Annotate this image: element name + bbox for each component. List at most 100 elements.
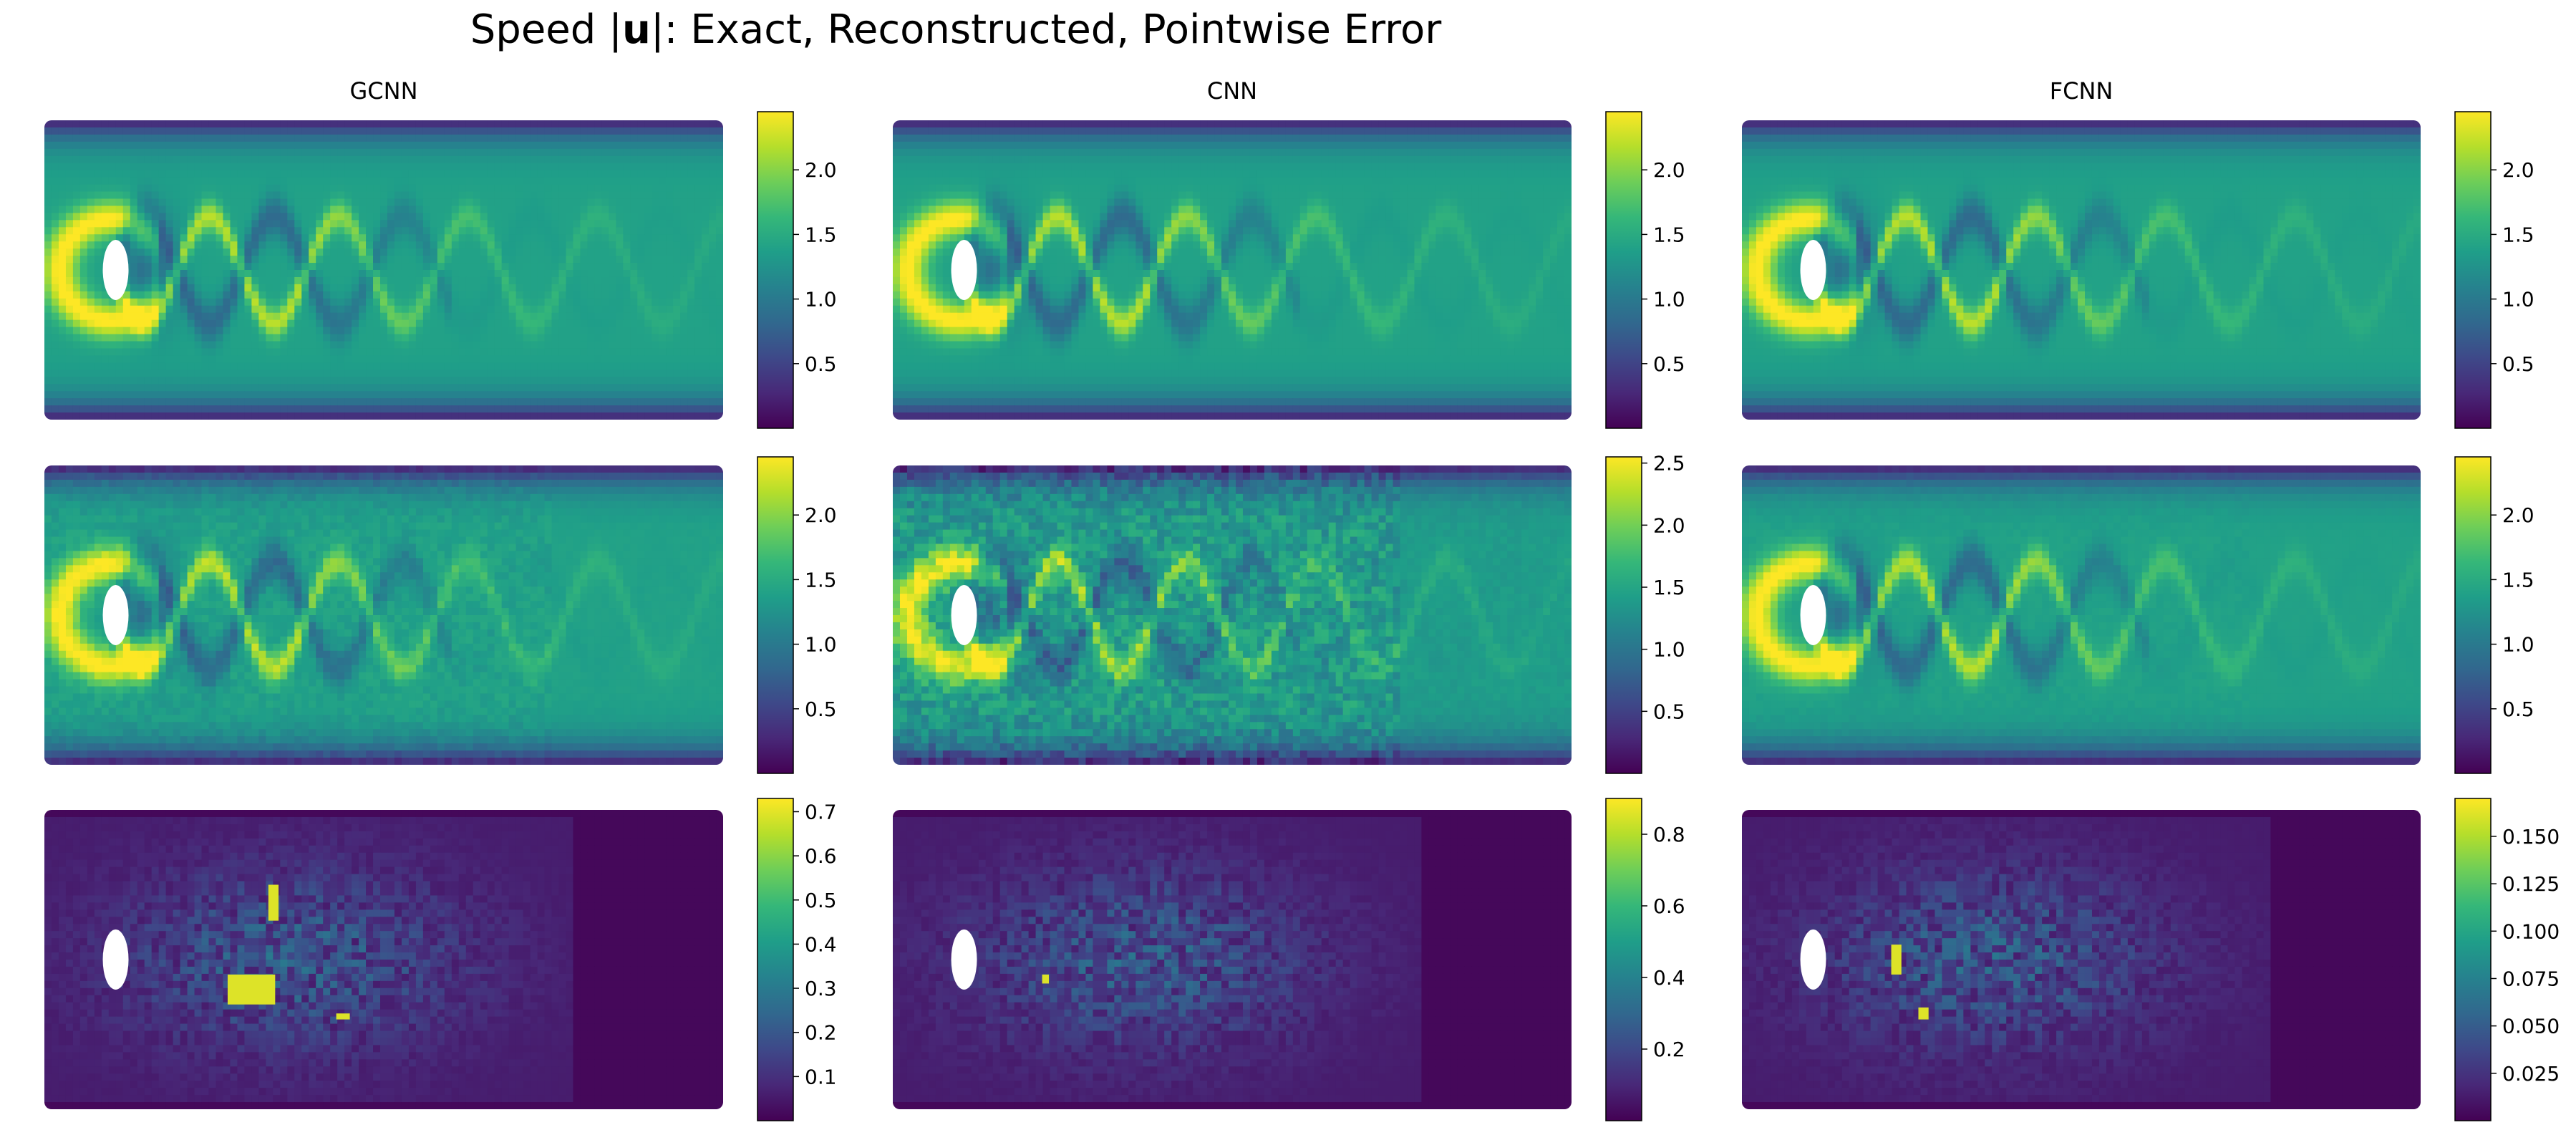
heatmap-cell xyxy=(165,141,174,150)
heatmap-cell xyxy=(702,155,710,164)
heatmap-cell xyxy=(1378,155,1387,164)
heatmap-cell xyxy=(44,220,52,228)
heatmap-cell xyxy=(287,362,295,370)
colorbar-tick-label: 2.0 xyxy=(805,158,837,182)
heatmap-cell xyxy=(194,155,203,164)
heatmap-cell xyxy=(1428,141,1436,150)
heatmap-cell xyxy=(94,298,102,306)
heatmap-cell xyxy=(58,148,67,157)
heatmap-cell xyxy=(587,348,595,357)
heatmap-cell xyxy=(601,362,609,370)
heatmap-cell xyxy=(893,127,901,135)
heatmap-cell xyxy=(666,213,674,221)
heatmap-cell xyxy=(359,398,367,406)
heatmap-cell xyxy=(65,405,74,413)
heatmap-cell xyxy=(309,276,316,285)
heatmap-cell xyxy=(573,234,581,242)
heatmap-cell xyxy=(208,155,217,164)
heatmap-cell xyxy=(1207,127,1215,135)
heatmap-cell xyxy=(508,298,517,306)
heatmap-cell xyxy=(630,120,638,128)
heatmap-cell xyxy=(508,177,517,185)
heatmap-cell xyxy=(558,398,567,406)
heatmap-cell xyxy=(893,141,901,150)
heatmap-cell xyxy=(573,155,581,164)
heatmap-cell xyxy=(558,170,567,178)
heatmap-cell xyxy=(1014,148,1022,157)
heatmap-cell xyxy=(280,405,288,413)
heatmap-cell xyxy=(44,163,52,171)
heatmap-cell xyxy=(280,391,288,399)
heatmap-cell xyxy=(1128,141,1136,150)
heatmap-cell xyxy=(1143,141,1151,150)
heatmap-cell xyxy=(316,148,324,157)
heatmap-cell xyxy=(130,120,138,128)
heatmap-cell xyxy=(366,398,374,406)
heatmap-cell xyxy=(51,141,59,150)
heatmap-cell xyxy=(473,248,481,256)
heatmap-cell xyxy=(301,184,309,193)
heatmap-cell xyxy=(709,241,717,249)
heatmap-cell xyxy=(680,362,688,370)
heatmap-cell xyxy=(108,319,117,328)
heatmap-cell xyxy=(44,341,52,349)
heatmap-cell xyxy=(1200,141,1208,150)
heatmap-cell xyxy=(537,241,546,249)
heatmap-cell xyxy=(1256,163,1265,171)
heatmap-cell xyxy=(430,319,438,328)
heatmap-cell xyxy=(1385,155,1394,164)
heatmap-cell xyxy=(79,220,88,228)
heatmap-cell xyxy=(180,270,188,278)
heatmap-cell xyxy=(1557,148,1565,157)
heatmap-cell xyxy=(373,234,381,242)
heatmap-cell xyxy=(580,213,588,221)
heatmap-cell xyxy=(394,191,402,200)
heatmap-cell xyxy=(316,319,324,328)
heatmap-cell xyxy=(680,248,688,256)
heatmap-cell xyxy=(216,355,224,363)
heatmap-cell xyxy=(1193,184,1201,193)
heatmap-cell xyxy=(1321,141,1330,150)
heatmap-cell xyxy=(680,312,688,321)
heatmap-cell xyxy=(601,312,609,321)
heatmap-cell xyxy=(158,384,167,392)
heatmap-cell xyxy=(480,370,488,377)
heatmap-cell xyxy=(544,141,553,150)
heatmap-cell xyxy=(451,141,460,150)
heatmap-cell xyxy=(1307,148,1315,157)
heatmap-cell xyxy=(201,391,210,399)
heatmap-cell xyxy=(1478,177,1486,185)
heatmap-cell xyxy=(652,355,659,363)
heatmap-cell xyxy=(330,341,338,349)
heatmap-cell xyxy=(79,370,88,377)
colorbar: 0.51.01.52.0 xyxy=(757,111,837,429)
heatmap-cell xyxy=(580,298,588,306)
heatmap-cell xyxy=(387,355,395,363)
heatmap-cell xyxy=(1400,170,1408,178)
heatmap-cell xyxy=(437,391,445,399)
heatmap-cell xyxy=(921,127,929,135)
heatmap-cell xyxy=(401,148,410,157)
heatmap-cell xyxy=(309,377,316,385)
heatmap-cell xyxy=(366,405,374,413)
heatmap-cell xyxy=(208,141,217,150)
heatmap-cell xyxy=(408,127,417,135)
heatmap-cell xyxy=(122,227,131,235)
heatmap-cell xyxy=(1221,170,1229,178)
heatmap-cell xyxy=(309,341,316,349)
heatmap-cell xyxy=(323,341,331,349)
heatmap-cell xyxy=(144,120,152,128)
heatmap-cell xyxy=(373,291,381,299)
heatmap-cell xyxy=(208,398,217,406)
heatmap-cell xyxy=(65,270,74,278)
heatmap-cell xyxy=(72,341,81,349)
heatmap-cell xyxy=(273,220,281,228)
heatmap-cell xyxy=(1342,148,1351,157)
heatmap-cell xyxy=(630,341,638,349)
heatmap-cell xyxy=(1200,177,1208,185)
heatmap-cell xyxy=(194,127,203,135)
heatmap-cell xyxy=(1450,134,1458,143)
heatmap-cell xyxy=(616,134,624,143)
heatmap-cell xyxy=(387,127,395,135)
heatmap-cell xyxy=(380,256,388,264)
